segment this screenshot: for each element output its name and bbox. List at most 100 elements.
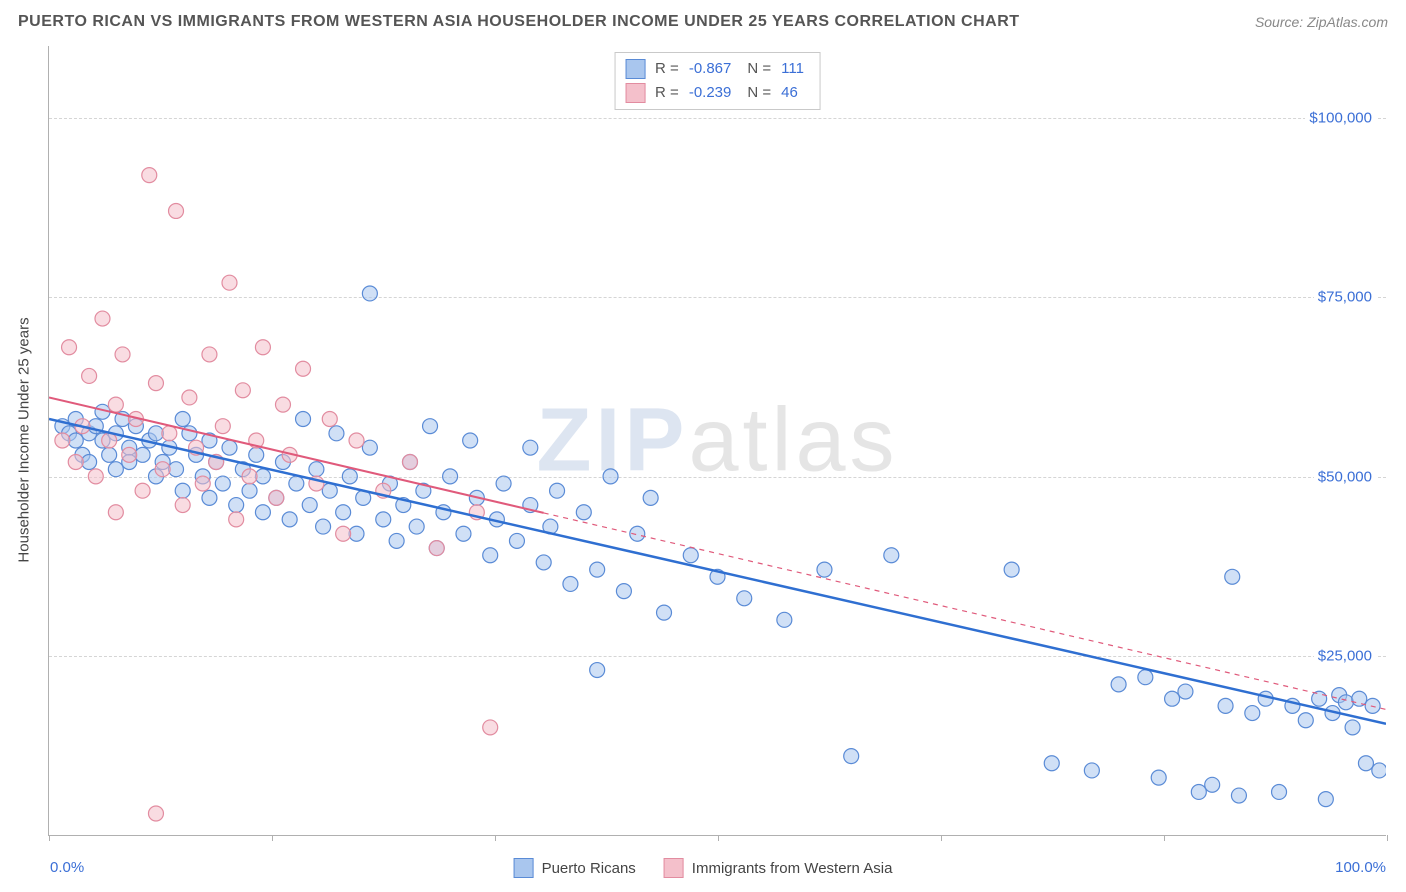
data-point [1372,763,1386,778]
data-point [82,368,97,383]
x-tick [272,835,273,841]
legend-swatch [625,83,645,103]
source-label: Source: ZipAtlas.com [1255,14,1388,30]
stats-row: R = -0.867 N = 111 [625,57,810,81]
data-point [603,469,618,484]
data-point [376,512,391,527]
x-max-label: 100.0% [1335,859,1386,876]
data-point [1272,784,1287,799]
data-point [1358,756,1373,771]
data-point [122,447,137,462]
data-point [423,419,438,434]
data-point [215,476,230,491]
legend-swatch [625,59,645,79]
data-point [463,433,478,448]
data-point [1345,720,1360,735]
data-point [95,311,110,326]
data-point [182,390,197,405]
data-point [683,548,698,563]
data-point [483,548,498,563]
data-point [456,526,471,541]
data-point [483,720,498,735]
x-tick [1387,835,1388,841]
stat-n-value: 111 [781,57,804,81]
data-point [1111,677,1126,692]
data-point [349,433,364,448]
data-point [68,455,83,470]
data-point [255,469,270,484]
data-point [68,433,83,448]
data-point [175,498,190,513]
legend-swatch [514,858,534,878]
data-point [108,397,123,412]
data-point [362,286,377,301]
data-point [162,426,177,441]
data-point [88,469,103,484]
data-point [215,419,230,434]
data-point [1084,763,1099,778]
data-point [643,490,658,505]
data-point [362,440,377,455]
legend-item: Immigrants from Western Asia [664,858,893,878]
data-point [135,483,150,498]
data-point [235,383,250,398]
data-point [148,806,163,821]
data-point [1298,713,1313,728]
data-point [175,483,190,498]
data-point [509,533,524,548]
data-point [195,476,210,491]
data-point [844,749,859,764]
data-point [169,462,184,477]
x-min-label: 0.0% [50,859,84,876]
data-point [269,490,284,505]
y-axis-title: Householder Income Under 25 years [16,317,33,562]
data-point [296,411,311,426]
header-bar: PUERTO RICAN VS IMMIGRANTS FROM WESTERN … [0,0,1406,44]
data-point [175,411,190,426]
series-legend: Puerto Ricans Immigrants from Western Asi… [514,858,893,878]
data-point [1178,684,1193,699]
x-tick [941,835,942,841]
x-tick [49,835,50,841]
data-point [329,426,344,441]
data-point [616,584,631,599]
data-point [429,541,444,556]
data-point [1318,792,1333,807]
data-point [255,505,270,520]
data-point [108,462,123,477]
data-point [202,347,217,362]
data-point [242,483,257,498]
data-point [148,426,163,441]
data-point [590,663,605,678]
data-point [550,483,565,498]
data-point [55,433,70,448]
data-point [443,469,458,484]
data-point [169,203,184,218]
data-point [1004,562,1019,577]
data-point [115,347,130,362]
data-point [229,512,244,527]
stat-n-label: N = [747,57,771,81]
x-tick [495,835,496,841]
stats-row: R = -0.239 N = 46 [625,81,810,105]
legend-item: Puerto Ricans [514,858,636,878]
data-point [222,440,237,455]
stat-n-value: 46 [781,81,798,105]
stat-r-label: R = [655,57,679,81]
data-point [202,490,217,505]
data-point [108,505,123,520]
data-point [576,505,591,520]
data-point [242,469,257,484]
data-point [536,555,551,570]
scatter-svg [49,46,1386,835]
data-point [102,447,117,462]
data-point [1191,784,1206,799]
data-point [563,576,578,591]
data-point [102,433,117,448]
data-point [817,562,832,577]
plot-area: ZIPatlas R = -0.867 N = 111 R = -0.239 N… [48,46,1386,836]
data-point [1218,698,1233,713]
x-tick [718,835,719,841]
data-point [135,447,150,462]
data-point [1165,691,1180,706]
